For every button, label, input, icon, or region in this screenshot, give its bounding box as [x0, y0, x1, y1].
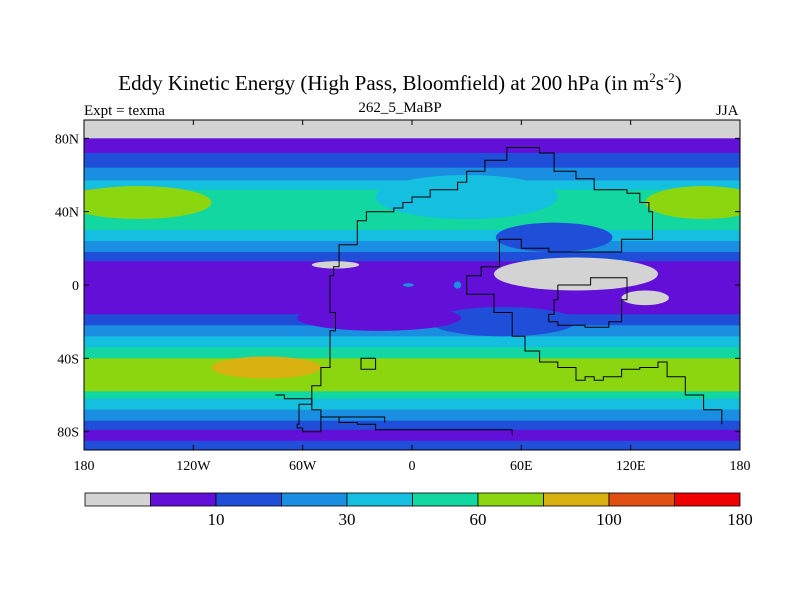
colorbar-label-3: 100	[596, 510, 622, 529]
band-19	[84, 429, 740, 442]
band-17	[84, 409, 740, 422]
colorbar-label-2: 60	[470, 510, 487, 529]
band-11	[84, 325, 740, 337]
x-tick-label-0: 180	[74, 459, 95, 474]
colorbar-box-7	[543, 492, 610, 507]
y-tick-label-4: 80S	[57, 426, 79, 441]
band-18	[84, 420, 740, 431]
chart-title: Eddy Kinetic Energy (High Pass, Bloomfie…	[118, 70, 682, 95]
band-15	[84, 391, 740, 400]
colorbar-label-0: 10	[208, 510, 225, 529]
title-superscript-1: 2	[649, 70, 656, 85]
x-tick-label-2: 60W	[289, 459, 317, 474]
band-2	[84, 153, 740, 169]
band-7	[84, 241, 740, 253]
y-tick-label-2: 0	[72, 279, 79, 294]
blob-4	[375, 175, 558, 219]
blob-9	[311, 261, 360, 269]
colorbar-box-4	[346, 492, 413, 507]
x-tick-label-5: 120E	[616, 459, 646, 474]
colorbar-box-6	[477, 492, 544, 507]
x-tick-label-1: 120W	[176, 459, 211, 474]
blob-12	[494, 257, 658, 291]
band-14	[84, 358, 740, 392]
title-superscript-2: -2	[663, 70, 675, 85]
coastline-3	[275, 394, 513, 436]
colorbar-label-1: 30	[339, 510, 356, 529]
colorbar: 10 30 60 100 180	[84, 492, 753, 529]
band-0	[84, 120, 740, 139]
blob-10	[402, 283, 414, 287]
y-tick-label-1: 40N	[55, 206, 79, 221]
axes: 180 120W 60W 0 60E 120E 180 80N 40N 0 40S 80S	[55, 120, 751, 474]
y-tick-label-0: 80N	[55, 132, 79, 147]
y-tick-label-3: 40S	[57, 352, 79, 367]
band-8	[84, 252, 740, 262]
colorbar-label-4: 180	[727, 510, 753, 529]
x-tick-label-6: 180	[730, 459, 751, 474]
chart-subtitle: 262_5_MaBP	[358, 100, 442, 116]
colorbar-box-3	[281, 492, 348, 507]
band-16	[84, 398, 740, 411]
coastline-0	[296, 147, 723, 433]
continent-outlines	[275, 147, 723, 436]
season-label: JJA	[716, 103, 739, 119]
band-13	[84, 347, 740, 359]
blob-7	[297, 305, 462, 331]
band-12	[84, 336, 740, 348]
colorbar-box-2	[215, 492, 282, 507]
colorbar-box-5	[412, 492, 479, 507]
x-tick-label-4: 60E	[510, 459, 533, 474]
colorbar-box-1	[150, 492, 217, 507]
blob-5	[495, 222, 613, 252]
blob-3	[645, 186, 740, 219]
blob-2	[84, 186, 212, 219]
experiment-label: Expt = texma	[84, 103, 165, 119]
coastline-2	[548, 277, 628, 328]
colorbar-box-9	[674, 492, 741, 507]
band-6	[84, 230, 740, 242]
blob-11	[453, 281, 462, 289]
band-1	[84, 138, 740, 154]
blob-6	[430, 307, 576, 337]
colorbar-box-8	[608, 492, 675, 507]
x-tick-label-3: 0	[409, 459, 416, 474]
blob-8	[211, 356, 321, 379]
blob-13	[621, 290, 669, 306]
colorbar-box-0	[84, 492, 151, 507]
coastline-1	[360, 357, 377, 370]
band-3	[84, 167, 740, 181]
map-field	[84, 120, 740, 450]
